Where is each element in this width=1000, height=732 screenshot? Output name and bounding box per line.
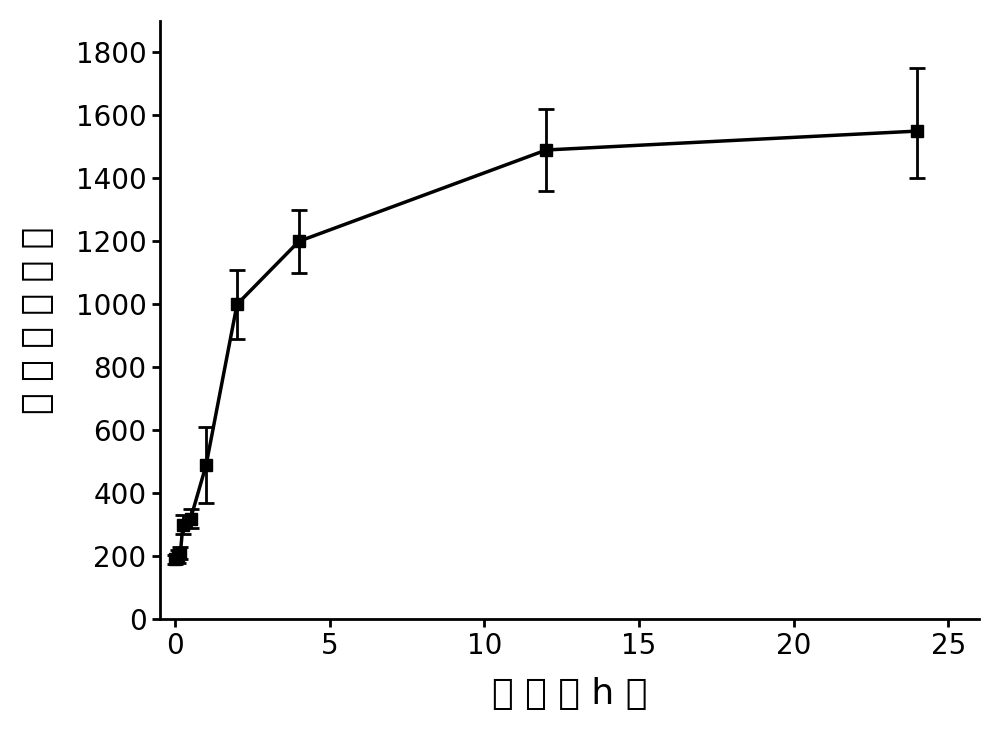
- Y-axis label: 相 对 荧 光 强 度: 相 对 荧 光 强 度: [21, 226, 55, 414]
- X-axis label: 时 间 （ h ）: 时 间 （ h ）: [492, 677, 647, 712]
